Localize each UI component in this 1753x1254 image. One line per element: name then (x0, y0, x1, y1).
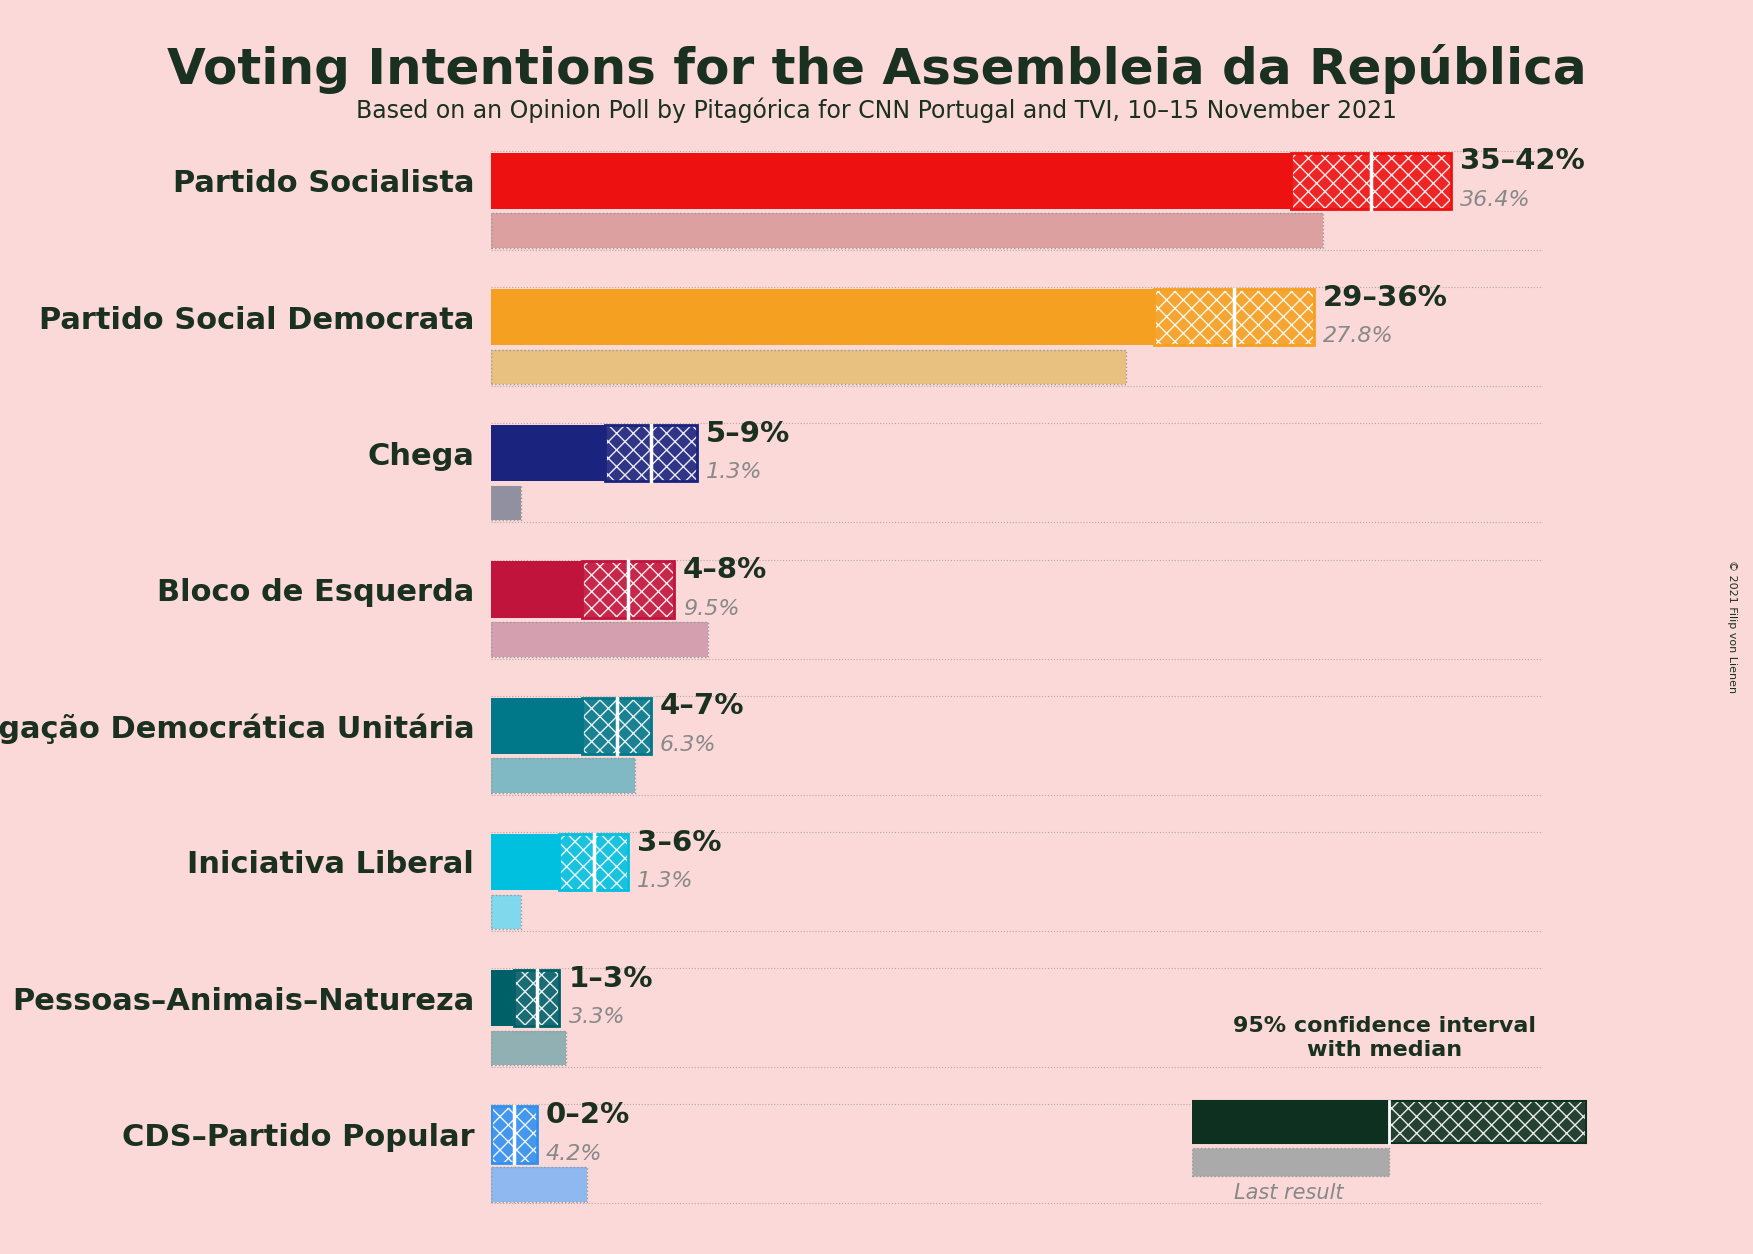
Text: © 2021 Filip von Lienen: © 2021 Filip von Lienen (1727, 561, 1737, 693)
Bar (559, 834, 628, 890)
Text: 27.8%: 27.8% (1324, 326, 1394, 346)
Bar (1390, 1101, 1586, 1142)
Bar (491, 487, 521, 520)
Text: 4–8%: 4–8% (684, 556, 768, 584)
Bar (582, 562, 673, 618)
Bar (491, 1031, 566, 1066)
Bar (491, 288, 1153, 345)
Bar (1153, 288, 1315, 345)
Bar (491, 1167, 587, 1201)
Bar (491, 1106, 536, 1162)
Bar (491, 562, 582, 618)
Text: 4–7%: 4–7% (661, 692, 745, 720)
Bar (605, 425, 696, 482)
Text: 3.3%: 3.3% (568, 1007, 626, 1027)
Text: 6.3%: 6.3% (661, 735, 717, 755)
Bar (491, 425, 605, 482)
Bar (605, 425, 696, 482)
Bar (491, 350, 1127, 384)
Text: 9.5%: 9.5% (684, 598, 740, 618)
Bar (491, 487, 521, 520)
Bar (1192, 1101, 1390, 1142)
Bar (491, 213, 1324, 248)
Bar (491, 213, 1324, 248)
Text: 3–6%: 3–6% (636, 829, 722, 856)
Text: Last result: Last result (1234, 1183, 1343, 1203)
Text: 35–42%: 35–42% (1460, 148, 1585, 176)
Bar (491, 622, 708, 657)
Text: 1.3%: 1.3% (706, 463, 763, 483)
Text: Voting Intentions for the Assembleia da República: Voting Intentions for the Assembleia da … (167, 44, 1586, 94)
Bar (582, 697, 650, 754)
Bar (491, 894, 521, 929)
Text: 95% confidence interval
with median: 95% confidence interval with median (1234, 1017, 1536, 1060)
Text: 1–3%: 1–3% (568, 964, 654, 993)
Bar (491, 971, 514, 1026)
Bar (559, 834, 628, 890)
Bar (491, 697, 582, 754)
Bar (582, 697, 650, 754)
Bar (491, 1031, 566, 1066)
Bar (491, 1106, 536, 1162)
Text: 36.4%: 36.4% (1460, 189, 1530, 209)
Text: 29–36%: 29–36% (1324, 283, 1448, 311)
Text: 4.2%: 4.2% (545, 1144, 603, 1164)
Text: Based on an Opinion Poll by Pitagórica for CNN Portugal and TVI, 10–15 November : Based on an Opinion Poll by Pitagórica f… (356, 98, 1397, 123)
Text: 5–9%: 5–9% (706, 420, 791, 448)
Text: 1.3%: 1.3% (636, 872, 694, 892)
Bar (514, 971, 559, 1026)
Bar (582, 562, 673, 618)
Bar (1292, 153, 1451, 209)
Text: 0–2%: 0–2% (545, 1101, 629, 1129)
Bar (491, 350, 1127, 384)
Bar (514, 971, 559, 1026)
Bar (1153, 288, 1315, 345)
Bar (491, 1167, 587, 1201)
Bar (491, 153, 1292, 209)
Bar (1390, 1101, 1586, 1142)
Bar (491, 834, 559, 890)
Bar (1192, 1147, 1390, 1176)
Bar (491, 894, 521, 929)
Bar (491, 759, 635, 793)
Bar (491, 759, 635, 793)
Bar (491, 622, 708, 657)
Bar (1292, 153, 1451, 209)
